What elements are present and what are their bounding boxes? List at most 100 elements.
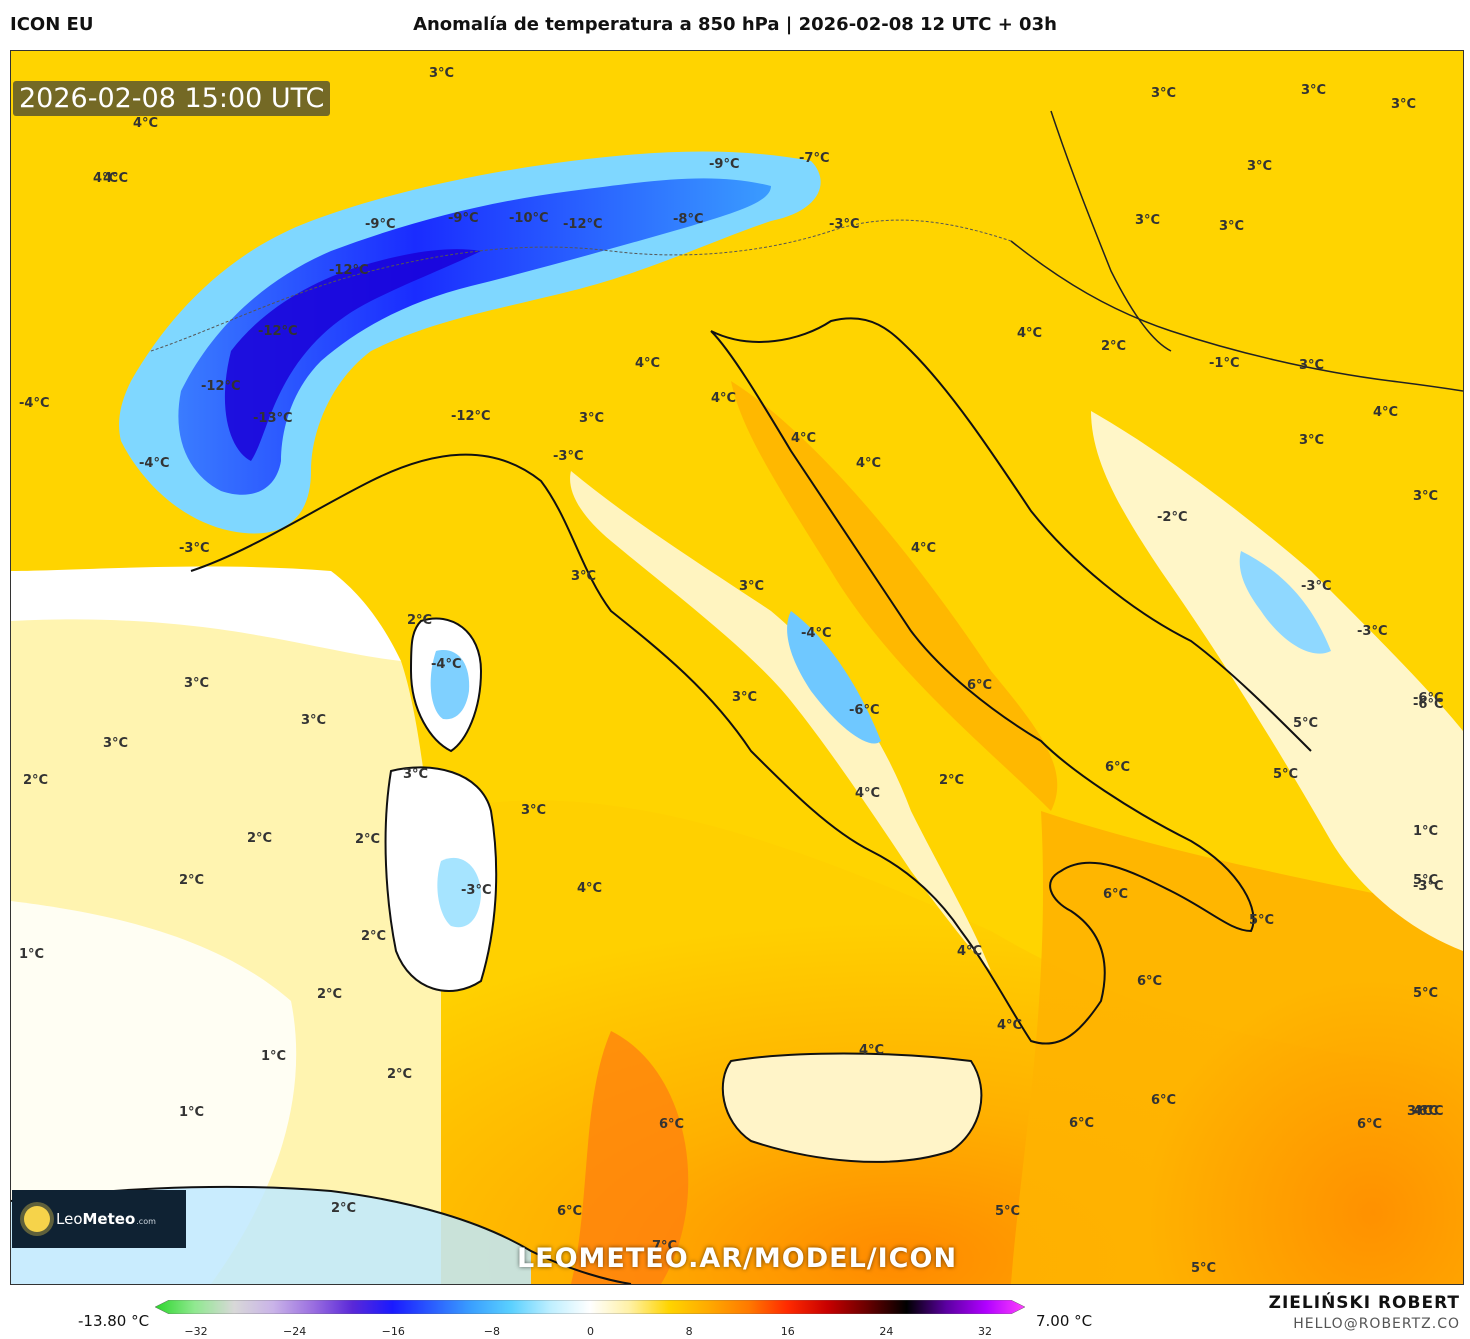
contour-label: 1°C xyxy=(179,1105,205,1120)
contour-label: -6°C xyxy=(849,703,880,718)
sardinia-cold-spot xyxy=(437,857,481,928)
contour-label: -12°C xyxy=(563,217,603,232)
alps-cold-core xyxy=(178,178,772,495)
adriatic-east-coastline xyxy=(710,317,1312,752)
contour-label: -9°C xyxy=(448,211,479,226)
apennine-pale-zone xyxy=(570,471,991,971)
balkan-borders xyxy=(1010,240,1463,392)
contour-label: -3°C xyxy=(1357,624,1388,639)
colorbar-tick: −8 xyxy=(483,1325,500,1338)
contour-label: 4°C xyxy=(791,431,817,446)
model-name: ICON EU xyxy=(10,14,94,35)
contour-label: -1°C xyxy=(1209,356,1240,371)
forecast-timestamp: 2026-02-08 15:00 UTC xyxy=(13,81,331,116)
contour-label: -12°C xyxy=(201,379,241,394)
contour-label: -3°C xyxy=(461,883,492,898)
contour-label: 4°C xyxy=(859,1043,885,1058)
contour-label: 6°C xyxy=(1151,1093,1177,1108)
ligurian-white-zone xyxy=(11,566,401,661)
contour-label: -6°C xyxy=(1413,1104,1444,1119)
sardinia-coastline xyxy=(384,766,498,992)
contour-label: 3°C xyxy=(301,713,327,728)
colorbar-max-label: 7.00 °C xyxy=(1036,1312,1093,1330)
contour-label: 4°C xyxy=(1017,326,1043,341)
temperature-anomaly-map[interactable]: 2026-02-08 15:00 UTC 3°C 4°C 4°C -4°C -4°C -3… xyxy=(10,50,1464,1285)
contour-label: 2°C xyxy=(331,1201,357,1216)
contour-label: 3°C xyxy=(1391,97,1417,112)
contour-label: 5°C xyxy=(1293,716,1319,731)
contour-label: -9°C xyxy=(709,157,740,172)
contour-label: 2°C xyxy=(247,831,273,846)
contour-label: 2°C xyxy=(361,929,387,944)
contour-label: 4°C xyxy=(635,356,661,371)
contour-label: 4°C xyxy=(1373,405,1399,420)
colorbar-tick: 24 xyxy=(879,1325,894,1338)
author-name: ZIELIŃSKI ROBERT xyxy=(1268,1293,1460,1313)
contour-label: 6°C xyxy=(1137,974,1163,989)
colorbar-tick: −24 xyxy=(283,1325,307,1338)
adriatic-warm-zone xyxy=(731,381,1058,811)
contour-label: 4°C xyxy=(957,944,983,959)
site-watermark: LEOMETEO.AR/MODEL/ICON xyxy=(516,1243,958,1274)
contour-label: -4°C xyxy=(19,396,50,411)
contour-label: -10°C xyxy=(509,211,549,226)
contour-label: -12°C xyxy=(258,324,298,339)
abruzzo-cold-spot xyxy=(787,611,881,744)
contour-label: 7°C xyxy=(652,1239,678,1254)
contour-label: -9°C xyxy=(365,217,396,232)
contour-label: 4°C xyxy=(93,171,119,186)
contour-label: 2°C xyxy=(23,773,49,788)
contour-label: 3°C xyxy=(571,569,597,584)
contour-label: 3°C xyxy=(739,579,765,594)
contour-label: 4°C xyxy=(711,391,737,406)
contour-label: 2°C xyxy=(355,832,381,847)
contour-label: 1°C xyxy=(261,1049,287,1064)
colorbar-gradient xyxy=(155,1300,1025,1314)
contour-label: 5°C xyxy=(1413,986,1439,1001)
contour-label: 4°C xyxy=(911,541,937,556)
alpine-borders xyxy=(150,219,1012,352)
contour-label: 2°C xyxy=(407,613,433,628)
contour-label: -7°C xyxy=(799,151,830,166)
contour-label: 4°C xyxy=(577,881,603,896)
contour-label: 4°C xyxy=(1413,1104,1439,1119)
contour-label: 2°C xyxy=(179,873,205,888)
colorbar-tick: 16 xyxy=(780,1325,795,1338)
contour-label: -2°C xyxy=(1157,510,1188,525)
contour-label: 3°C xyxy=(1135,213,1161,228)
contour-label: -3°C xyxy=(1301,579,1332,594)
balkan-pale-zone xyxy=(1091,411,1463,951)
contour-label: 4°C xyxy=(133,116,159,131)
ionian-warm-zone xyxy=(1011,811,1463,1284)
contour-label: -3°C xyxy=(1413,879,1444,894)
contour-label: 3°C xyxy=(1219,219,1245,234)
alps-coldest-core xyxy=(224,249,481,461)
contour-label: 1°C xyxy=(1413,824,1439,839)
author-email[interactable]: HELLO@ROBERTZ.CO xyxy=(1293,1316,1460,1332)
contour-label: 4°C xyxy=(855,786,881,801)
colorbar-min-label: -13.80 °C xyxy=(78,1312,150,1330)
corsica-cold-spot xyxy=(430,650,470,720)
contour-label: 2°C xyxy=(939,773,965,788)
sicily-field xyxy=(722,1053,982,1162)
tyrrhenian-hot-spot xyxy=(571,1031,689,1284)
contour-label: -8°C xyxy=(673,212,704,227)
contour-label: 5°C xyxy=(1273,767,1299,782)
colorbar-tick: 32 xyxy=(978,1325,992,1338)
contour-label: 3°C xyxy=(184,676,210,691)
colorbar-tick: 0 xyxy=(587,1325,594,1338)
contour-label: -4°C xyxy=(431,657,462,672)
contour-label: 3°C xyxy=(1407,1104,1433,1119)
contour-label: 2°C xyxy=(1101,339,1127,354)
contour-label: -6°C xyxy=(1413,697,1444,712)
contour-label: 5°C xyxy=(1191,1261,1217,1276)
alps-cold-outer xyxy=(119,151,821,534)
map-title: Anomalía de temperatura a 850 hPa | 2026… xyxy=(413,14,1057,35)
contour-label: 3°C xyxy=(732,690,758,705)
logo-text: LeoMeteo.com xyxy=(56,1210,156,1228)
contour-label: 3°C xyxy=(429,66,455,81)
contour-label: -4°C xyxy=(801,626,832,641)
sicily-coastline xyxy=(721,1052,983,1163)
leometeo-logo[interactable]: LeoMeteo.com xyxy=(12,1190,186,1248)
contour-label: 3°C xyxy=(1413,489,1439,504)
